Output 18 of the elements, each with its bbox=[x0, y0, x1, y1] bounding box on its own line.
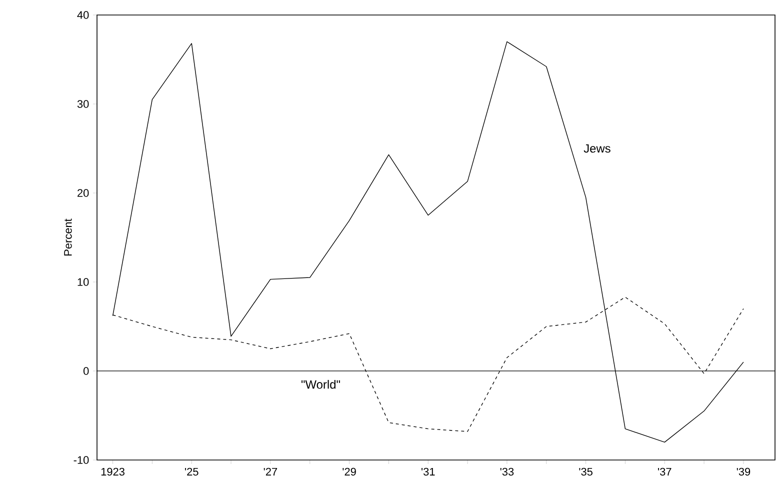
x-tick-label: '35 bbox=[579, 468, 592, 476]
y-tick-label: -10 bbox=[74, 456, 89, 464]
y-tick-label: 10 bbox=[78, 278, 89, 286]
x-tick-label: '25 bbox=[185, 468, 198, 476]
x-tick-label: '33 bbox=[500, 468, 514, 476]
y-tick-label: 40 bbox=[77, 11, 89, 19]
text: "World" bbox=[302, 380, 340, 389]
y-tick-label: 30 bbox=[77, 100, 89, 108]
x-tick-label: 1923 bbox=[101, 468, 124, 476]
x-tick-label: '27 bbox=[264, 468, 278, 476]
x-tick-label: '39 bbox=[736, 468, 750, 476]
x-tick-label: '37 bbox=[658, 468, 672, 476]
y-tick-label: 0 bbox=[83, 367, 89, 375]
series-label: Jews bbox=[584, 144, 610, 153]
y-axis-title: Percent bbox=[64, 218, 72, 256]
x-tick-label: '31 bbox=[422, 468, 435, 476]
y-tick-label: 20 bbox=[78, 189, 89, 197]
x-tick-label: '29 bbox=[342, 468, 356, 476]
